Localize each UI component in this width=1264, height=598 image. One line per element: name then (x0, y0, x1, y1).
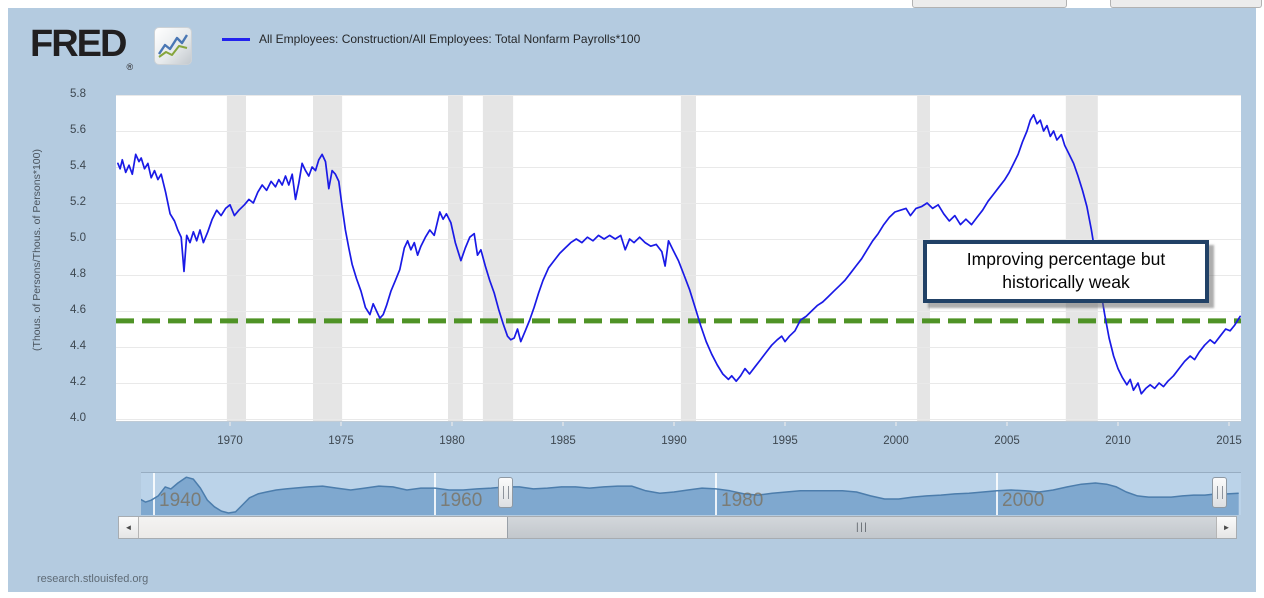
y-tick-label: 4.4 (70, 340, 86, 352)
x-tick-label: 1985 (550, 435, 576, 447)
range-selector-right-handle[interactable] (1212, 477, 1227, 508)
plot-area[interactable] (116, 95, 1241, 426)
scrollbar-thumb-grip-icon: ||| (856, 522, 869, 533)
x-tick-label: 2010 (1105, 435, 1131, 447)
y-tick-label: 5.6 (70, 124, 86, 136)
x-tick-label: 1990 (661, 435, 687, 447)
y-tick-label: 5.4 (70, 160, 86, 172)
legend-label: All Employees: Construction/All Employee… (259, 32, 641, 46)
fred-logo-text: FRED (30, 23, 127, 65)
annotation-box: Improving percentage but historically we… (923, 240, 1209, 303)
x-tick-label: 2000 (883, 435, 909, 447)
scrollbar-thumb[interactable]: ||| (507, 517, 1216, 538)
horizontal-scrollbar[interactable]: ◄ ||| ► (118, 516, 1237, 539)
range-selector-left-handle[interactable] (498, 477, 513, 508)
range-selector-chart[interactable] (141, 472, 1241, 515)
handle-grip-icon (502, 486, 509, 499)
range-selector-year-label: 1960 (440, 490, 483, 511)
fred-logo: FRED® (30, 22, 192, 72)
watermark: research.stlouisfed.org (37, 573, 149, 585)
scrollbar-right-arrow-icon[interactable]: ► (1216, 517, 1236, 538)
handle-grip-icon (1216, 486, 1223, 499)
y-tick-label: 4.0 (70, 412, 86, 424)
x-tick-label: 1975 (328, 435, 354, 447)
y-tick-label: 4.8 (70, 268, 86, 280)
series-legend: All Employees: Construction/All Employee… (222, 32, 640, 46)
registered-mark: ® (126, 62, 134, 72)
range-selector-year-label: 1980 (721, 490, 764, 511)
x-tick-label: 1970 (217, 435, 243, 447)
y-tick-label: 5.8 (70, 88, 86, 100)
x-tick-label: 1995 (772, 435, 798, 447)
annotation-line-2: historically weak (1002, 272, 1130, 292)
x-tick-label: 2015 (1216, 435, 1242, 447)
range-selector-year-label: 1940 (159, 490, 202, 511)
scrollbar-left-arrow-icon[interactable]: ◄ (119, 517, 139, 538)
y-tick-label: 5.2 (70, 196, 86, 208)
x-tick-label: 1980 (439, 435, 465, 447)
scrollbar-track[interactable]: ||| (139, 517, 1216, 538)
x-tick-label: 2005 (994, 435, 1020, 447)
cut-off-button-1[interactable] (912, 0, 1067, 8)
fred-logo-chart-icon (154, 27, 192, 65)
y-tick-label: 4.2 (70, 376, 86, 388)
fred-chart-widget: FRED® All Employees: Construction/All Em… (8, 8, 1256, 592)
y-axis-title: (Thous. of Persons/Thous. of Persons*100… (31, 149, 43, 351)
y-tick-label: 4.6 (70, 304, 86, 316)
y-tick-label: 5.0 (70, 232, 86, 244)
range-selector-year-label: 2000 (1002, 490, 1045, 511)
legend-line-sample (222, 37, 250, 41)
cut-off-button-2[interactable] (1110, 0, 1262, 8)
annotation-line-1: Improving percentage but (966, 249, 1166, 269)
